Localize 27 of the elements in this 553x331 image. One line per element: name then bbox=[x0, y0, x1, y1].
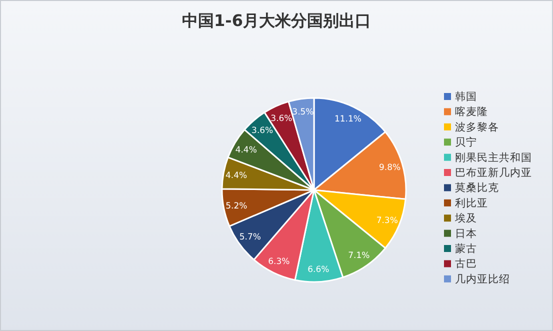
data-label: 3.6% bbox=[270, 114, 292, 124]
data-label: 6.6% bbox=[308, 264, 330, 275]
legend-label: 莫桑比克 bbox=[455, 181, 499, 194]
data-label: 11.1% bbox=[334, 114, 362, 125]
data-label: 3.6% bbox=[252, 126, 274, 136]
data-label: 4.4% bbox=[225, 171, 248, 182]
legend-label: 贝宁 bbox=[455, 136, 477, 149]
legend-label: 韩国 bbox=[455, 90, 477, 103]
legend-label: 喀麦隆 bbox=[455, 105, 488, 118]
data-label: 7.1% bbox=[348, 251, 370, 262]
legend-label: 蒙古 bbox=[455, 242, 477, 255]
data-label: 4.4% bbox=[235, 145, 257, 156]
legend-label: 波多黎各 bbox=[455, 120, 499, 134]
data-label: 5.2% bbox=[226, 201, 248, 212]
legend-label: 埃及 bbox=[454, 212, 477, 225]
data-label: 7.3% bbox=[376, 216, 398, 226]
legend-label: 刚果民主共和国 bbox=[455, 150, 532, 164]
data-label: 9.8% bbox=[378, 163, 401, 174]
legend-label: 几内亚比绍 bbox=[455, 272, 510, 286]
legend-label: 巴布亚新几内亚 bbox=[455, 166, 532, 179]
data-label: 5.7% bbox=[239, 232, 261, 243]
legend-label: 古巴 bbox=[455, 257, 477, 270]
legend-label: 利比亚 bbox=[455, 196, 488, 210]
data-label: 6.3% bbox=[268, 256, 290, 267]
chart-title: 中国1-6月大米分国别出口 bbox=[182, 11, 371, 30]
legend-label: 日本 bbox=[455, 226, 477, 240]
data-label: 3.5% bbox=[292, 108, 314, 118]
